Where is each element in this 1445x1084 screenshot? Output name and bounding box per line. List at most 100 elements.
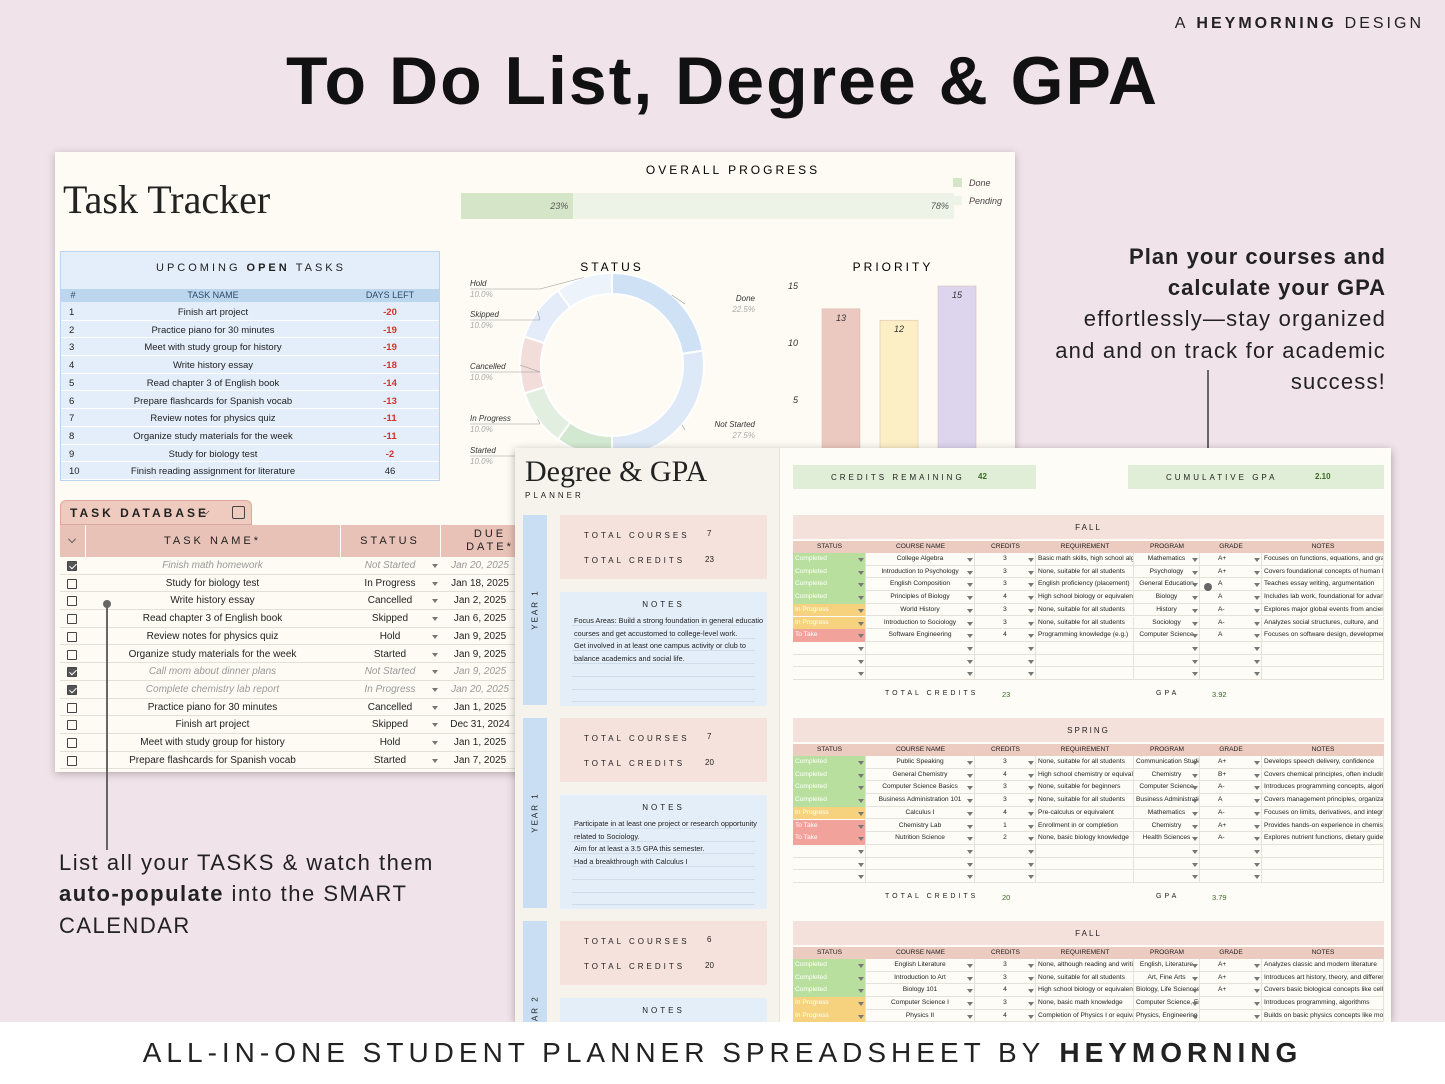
table-cell: None, suitable for all students	[1036, 971, 1134, 985]
table-cell: A+	[1200, 984, 1262, 998]
table-cell: 3	[975, 756, 1036, 769]
year-summary: TOTAL COURSES 7 TOTAL CREDITS 20	[560, 718, 767, 782]
column-header: COURSE NAME	[895, 949, 946, 956]
table-cell: Read chapter 3 of English book	[146, 377, 280, 389]
table-cell: English Literature	[866, 959, 975, 972]
note-rule	[572, 904, 755, 906]
column-header: CREDITS	[991, 543, 1020, 550]
checkbox	[67, 702, 77, 713]
table-cell: Explores nutrient functions, dietary gui…	[1262, 832, 1384, 845]
table-cell: None, suitable for all students	[1036, 603, 1134, 617]
dropdown-arrow	[1192, 1002, 1198, 1007]
table-cell: Analyzes social structures, culture, and	[1262, 616, 1384, 630]
pie-slice	[519, 335, 546, 395]
table-cell: 2	[975, 832, 1036, 845]
table-cell	[975, 667, 1036, 680]
callout-text: auto-populate into the SMART	[59, 881, 407, 907]
column-header: TASK NAME*	[163, 535, 262, 547]
table-cell: -19	[383, 324, 397, 336]
dropdown-arrow	[1192, 634, 1198, 639]
dropdown-arrow	[1192, 862, 1198, 867]
column-header: CREDITS	[991, 746, 1020, 753]
dropdown-arrow	[1254, 1002, 1260, 1007]
year-label: YEAR 1	[530, 589, 540, 630]
table-cell: Organize study materials for the week	[133, 430, 293, 442]
table-cell: 3	[975, 971, 1036, 985]
slice-label: Cancelled	[470, 362, 506, 371]
dropdown-arrow	[858, 773, 864, 778]
table-cell: Hold	[379, 737, 401, 748]
table-cell: Business Administration	[1134, 794, 1200, 807]
table-cell: Completed	[793, 959, 866, 972]
dropdown-arrow	[1028, 824, 1034, 829]
table-cell: Cancelled	[367, 595, 413, 607]
table-cell: To Take	[793, 832, 866, 845]
column-header: REQUIREMENT	[1060, 543, 1110, 550]
table-cell: 4	[975, 591, 1036, 604]
dropdown-arrow	[1192, 837, 1198, 842]
table-cell: Includes lab work, foundational for adva…	[1262, 591, 1384, 604]
dropdown-arrow	[1254, 989, 1260, 994]
summary-box: CUMULATIVE GPA 2.10	[1128, 465, 1384, 489]
dropdown-arrow	[858, 596, 864, 601]
note-rule	[572, 866, 755, 868]
dropdown-arrow	[967, 875, 973, 880]
dropdown-arrow	[432, 687, 438, 692]
dropdown-arrow	[858, 976, 864, 981]
dropdown-arrow	[967, 849, 973, 854]
table-cell: In Progress	[364, 683, 416, 695]
dropdown-arrow	[858, 837, 864, 842]
column-divider	[85, 525, 86, 557]
dropdown-arrow	[1192, 761, 1198, 765]
table-cell: Biology 101	[866, 984, 975, 998]
table-cell	[1036, 870, 1134, 883]
dropdown-arrow	[1192, 773, 1198, 778]
footer-brand: HEYMORNING	[1059, 1037, 1303, 1068]
leader-line	[537, 310, 541, 321]
year-bar: YEAR 1	[523, 515, 547, 705]
gpa-value: 3.79	[1212, 893, 1227, 902]
column-divider	[340, 525, 341, 557]
checkbox	[67, 631, 77, 642]
column-header-row: STATUS COURSE NAME CREDITS REQUIREMENT PROGR…	[793, 541, 1384, 553]
column-header: STATUS	[816, 949, 843, 956]
course-row	[793, 654, 1384, 668]
year-bar: YEAR 2	[523, 921, 547, 1022]
slice-value: 22.5%	[731, 305, 755, 314]
legend-swatch	[953, 178, 962, 187]
table-cell: Focuses on limits, derivatives, and inte…	[1262, 806, 1384, 820]
slice-label: Started	[470, 446, 496, 455]
table-cell: Covers basic biological concepts like ce…	[1262, 984, 1384, 998]
table-cell: English proficiency (placement)	[1036, 578, 1134, 592]
column-divider	[440, 525, 441, 557]
course-row	[793, 857, 1384, 871]
table-cell	[1262, 870, 1384, 883]
table-cell: Not Started	[364, 560, 416, 571]
dropdown-arrow	[967, 672, 973, 677]
dropdown-arrow	[1192, 558, 1198, 562]
dropdown-arrow	[432, 723, 438, 728]
table-cell: B+	[1200, 768, 1262, 782]
table-cell: Introduces art history, theory, and diff…	[1262, 971, 1384, 985]
table-cell: Jan 20, 2025	[451, 560, 509, 571]
dropdown-arrow	[432, 634, 438, 639]
column-header: DAYS LEFT	[365, 290, 415, 300]
summary-label: CUMULATIVE GPA	[1166, 473, 1278, 482]
dropdown-arrow	[858, 989, 864, 994]
dropdown-arrow	[1028, 558, 1034, 562]
table-cell: 3	[975, 997, 1036, 1010]
table-cell: Skipped	[371, 719, 409, 731]
table-cell: In Progress	[793, 616, 866, 630]
note-rule	[572, 675, 755, 677]
dropdown-arrow	[1254, 837, 1260, 842]
callout-text: success!	[1290, 369, 1386, 394]
checkmark	[68, 685, 77, 694]
dropdown-arrow	[858, 811, 864, 816]
table-cell: Introduction to Psychology	[866, 565, 975, 579]
course-row: Completed General Chemistry 4 High school c…	[793, 768, 1384, 782]
table-cell: Review notes for physics quiz	[146, 630, 279, 642]
course-row: Completed Business Administration 101 3 Non…	[793, 794, 1384, 807]
table-cell	[1134, 667, 1200, 680]
legend-label: Done	[969, 178, 991, 188]
year-label: YEAR 1	[530, 792, 540, 833]
